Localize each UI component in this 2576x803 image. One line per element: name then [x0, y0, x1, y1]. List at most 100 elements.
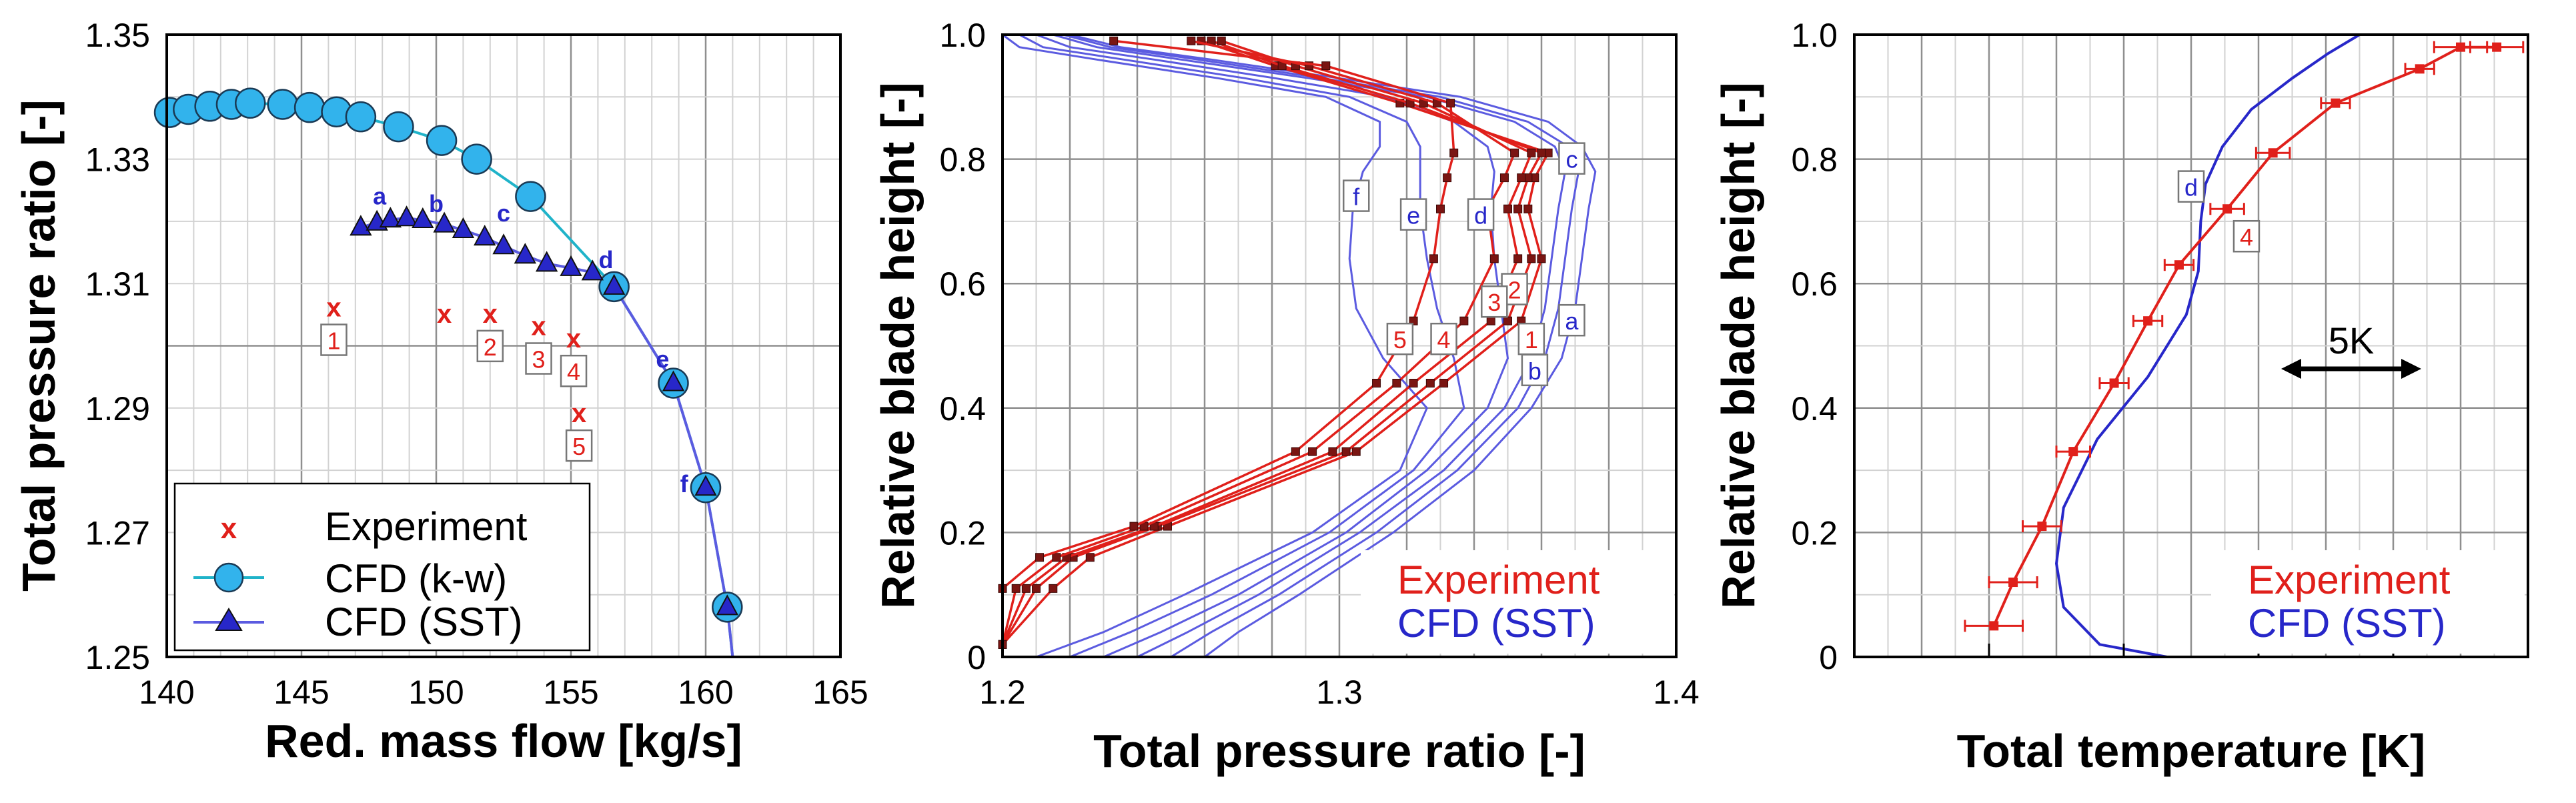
- cfd-kw-point: [383, 111, 414, 143]
- y-axis-title: Relative blade height [-]: [1712, 82, 1764, 609]
- cfd-sst-point: [452, 217, 475, 238]
- experiment-point: x: [531, 312, 546, 341]
- cfd-sst-point: [535, 251, 558, 272]
- legend-label-experiment: Experiment: [2248, 558, 2451, 602]
- experiment-point: [1503, 204, 1512, 213]
- experiment-point: [1513, 254, 1523, 263]
- experiment-point: [1446, 99, 1455, 108]
- y-tick-label: 1.33: [85, 141, 150, 179]
- y-tick-label: 0.2: [939, 514, 986, 552]
- experiment-point: [2109, 378, 2119, 388]
- cfd-label: e: [1407, 202, 1420, 229]
- experiment-point: [1436, 204, 1445, 213]
- cfd-label-box: [1521, 353, 1549, 387]
- y-tick-label: 0.6: [939, 265, 986, 303]
- experiment-point: [1011, 584, 1021, 593]
- y-tick-label: 1.29: [85, 390, 150, 428]
- x-tick-label: 140: [139, 674, 194, 711]
- experiment-label-box: [560, 354, 588, 387]
- cfd-label-box: [1343, 179, 1370, 212]
- experiment-point: [1109, 36, 1119, 45]
- cfd-label-box: [1558, 142, 1585, 175]
- cfd-sst-point: [412, 207, 434, 229]
- cfd-profile-d: [1035, 33, 1509, 658]
- x-tick-label: 150: [408, 674, 464, 711]
- experiment-point: [1503, 316, 1512, 325]
- experiment-point: [2268, 148, 2278, 158]
- legend: Experiment CFD (SST): [2211, 550, 2525, 654]
- experiment-profile-5: [1001, 39, 1455, 645]
- experiment-point: [2037, 522, 2047, 532]
- experiment-label: 3: [532, 346, 546, 373]
- cfd-sst-point: [379, 206, 402, 228]
- y-tick-label: 1.0: [939, 17, 986, 54]
- cfd-sst-point: [716, 594, 738, 616]
- cfd-label-box: [1399, 198, 1427, 231]
- experiment-label-box: [1386, 322, 1414, 355]
- experiment-point: [1537, 148, 1546, 157]
- experiment-label-box: [565, 429, 593, 462]
- x-axis-title: Total pressure ratio [-]: [1093, 725, 1585, 777]
- experiment-label-box: [1517, 322, 1545, 355]
- cfd-sst-point: [560, 255, 582, 276]
- experiment-point: [1085, 553, 1095, 562]
- experiment-point: [2331, 98, 2341, 108]
- experiment-point: [1308, 447, 1317, 456]
- experiment-point: [1513, 204, 1523, 213]
- legend: Experiment CFD (SST): [1361, 550, 1674, 654]
- cfd-sst-point: [662, 370, 685, 391]
- experiment-point: [2174, 260, 2184, 270]
- cfd-point-label: e: [656, 345, 669, 373]
- x-tick-label: 1.3: [1316, 674, 1363, 711]
- y-tick-label: 0.4: [939, 390, 986, 428]
- experiment-point: [1035, 553, 1045, 562]
- cfd-kw-point: [293, 91, 326, 123]
- experiment-point: [1049, 584, 1058, 593]
- experiment-point: [2143, 316, 2153, 326]
- experiment-point: [1486, 316, 1495, 325]
- experiment-label-box: [320, 323, 348, 356]
- y-axis-title: Total pressure ratio [-]: [13, 99, 65, 592]
- chart-temperature-profile: d 4 0 0.2 0.4 0.6 0.8 1.0 Total temperature [K…: [1712, 17, 2529, 777]
- y-tick-label: 1.35: [85, 17, 150, 54]
- legend-box: [2211, 550, 2525, 654]
- cfd-point-label: a: [373, 183, 387, 210]
- experiment-point: x: [437, 299, 452, 329]
- legend-label-experiment: Experiment: [325, 504, 528, 549]
- experiment-point: x: [566, 324, 581, 353]
- cfd-sst-point: [694, 475, 717, 496]
- cfd-profile-c: [1053, 33, 1566, 658]
- experiment-label: 4: [2240, 223, 2253, 251]
- y-tick-label: 0.6: [1791, 265, 1838, 303]
- legend-x-marker: x: [221, 512, 237, 545]
- experiment-point: [2222, 204, 2232, 214]
- experiment-label: 1: [1525, 326, 1538, 353]
- cfd-label: d: [1474, 202, 1487, 229]
- experiment-point: [1341, 447, 1351, 456]
- cfd-point-label: b: [429, 190, 444, 217]
- experiment-temperature-line: [1992, 45, 2497, 627]
- cfd-sst-point: [395, 205, 418, 227]
- experiment-point: x: [572, 399, 586, 428]
- scale-bar-arrow-left: [2281, 359, 2301, 379]
- experiment-point: x: [483, 299, 498, 329]
- experiment-point: [1523, 204, 1533, 213]
- y-axis-title: Relative blade height [-]: [872, 82, 924, 609]
- cfd-label: b: [1528, 357, 1541, 385]
- cfd-kw-point: [234, 87, 266, 119]
- experiment-point: [1443, 173, 1452, 183]
- experiment-point: [1032, 584, 1041, 593]
- legend-box: [1361, 550, 1674, 654]
- experiment-label: 4: [567, 358, 580, 385]
- experiment-point: [2068, 447, 2078, 457]
- cfd-point-label: f: [680, 470, 689, 498]
- cfd-kw-point: [426, 125, 458, 156]
- legend-label-cfd-sst: CFD (SST): [1397, 601, 1595, 646]
- experiment-label-box: [2232, 219, 2261, 253]
- y-tick-label: 0: [1819, 639, 1838, 676]
- y-tick-label: 1.31: [85, 265, 150, 303]
- cfd-profile-e: [1019, 33, 1465, 658]
- experiment-point: [1527, 254, 1536, 263]
- cfd-profile-f: [1002, 33, 1429, 658]
